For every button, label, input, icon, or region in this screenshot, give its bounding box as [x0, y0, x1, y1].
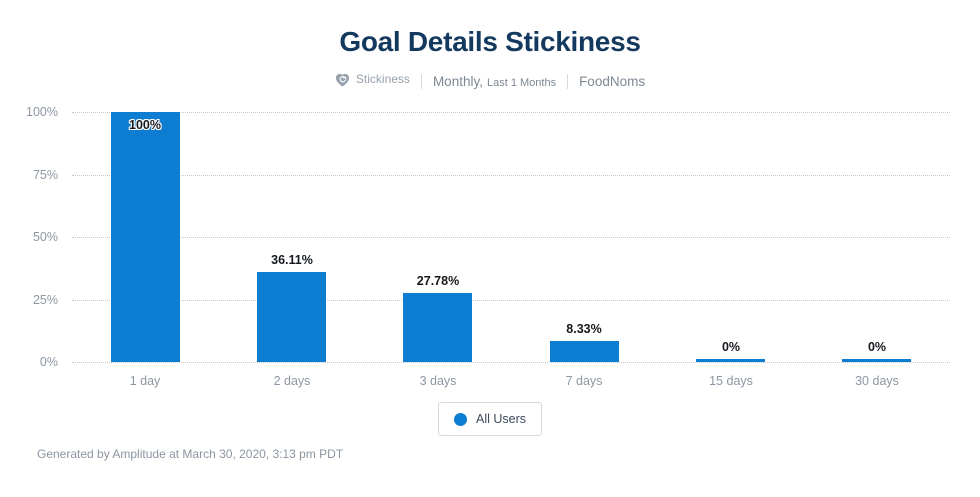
bar-value-label: 0% [867, 340, 887, 354]
x-axis-label: 3 days [419, 374, 457, 388]
x-axis-label: 30 days [855, 374, 899, 388]
y-axis-tick-label: 25% [32, 293, 58, 307]
x-axis-label: 15 days [709, 374, 753, 388]
project-name: FoodNoms [579, 74, 646, 89]
bar-3-days[interactable] [403, 293, 472, 362]
y-axis-tick-label: 100% [26, 105, 58, 119]
bar-value-label: 27.78% [416, 274, 460, 288]
x-axis-label: 2 days [273, 374, 311, 388]
bar-1-day[interactable] [111, 112, 180, 362]
interval-segment: Monthly, Last 1 Months [433, 73, 556, 91]
bar-15-days[interactable] [696, 359, 765, 362]
y-axis-tick-label: 75% [32, 168, 58, 182]
gridline [72, 300, 950, 301]
bar-30-days[interactable] [842, 359, 911, 362]
gridline [72, 362, 950, 363]
bar-7-days[interactable] [550, 341, 619, 362]
bar-2-days[interactable] [257, 272, 326, 362]
x-axis-label: 7 days [565, 374, 603, 388]
series-color-dot [453, 412, 467, 426]
legend-all-users[interactable]: All Users [437, 402, 542, 436]
legend-label: All Users [475, 412, 526, 426]
chart-type-label: Stickiness [355, 72, 410, 86]
subtitle-divider [420, 74, 422, 89]
stickiness-heart-icon [335, 73, 349, 87]
subtitle: Stickiness Monthly, Last 1 Months FoodNom… [0, 72, 980, 91]
date-range-label: Last 1 Months [486, 77, 557, 89]
bar-value-label: 36.11% [271, 253, 313, 267]
legend-row: All Users [0, 402, 980, 436]
y-axis-tick-label: 0% [39, 355, 58, 369]
bar-value-label: 0% [721, 340, 741, 354]
bar-chart: 100% 75% 50% 25% 0% 100% 1 day 36.11% 2 days 27.7… [0, 105, 980, 388]
page-title: Goal Details Stickiness [339, 26, 641, 57]
bar-value-label: 8.33% [566, 322, 602, 336]
interval-label: Monthly, [432, 74, 483, 89]
gridline [72, 112, 950, 113]
footer-attribution: Generated by Amplitude at March 30, 2020… [37, 447, 344, 461]
bar-value-label: 100% [129, 118, 161, 132]
gridline [72, 237, 950, 238]
subtitle-divider [567, 74, 569, 89]
gridline [72, 175, 950, 176]
chart-type-segment: Stickiness [335, 72, 410, 87]
x-axis-label: 1 day [129, 374, 161, 388]
y-axis-tick-label: 50% [32, 230, 58, 244]
